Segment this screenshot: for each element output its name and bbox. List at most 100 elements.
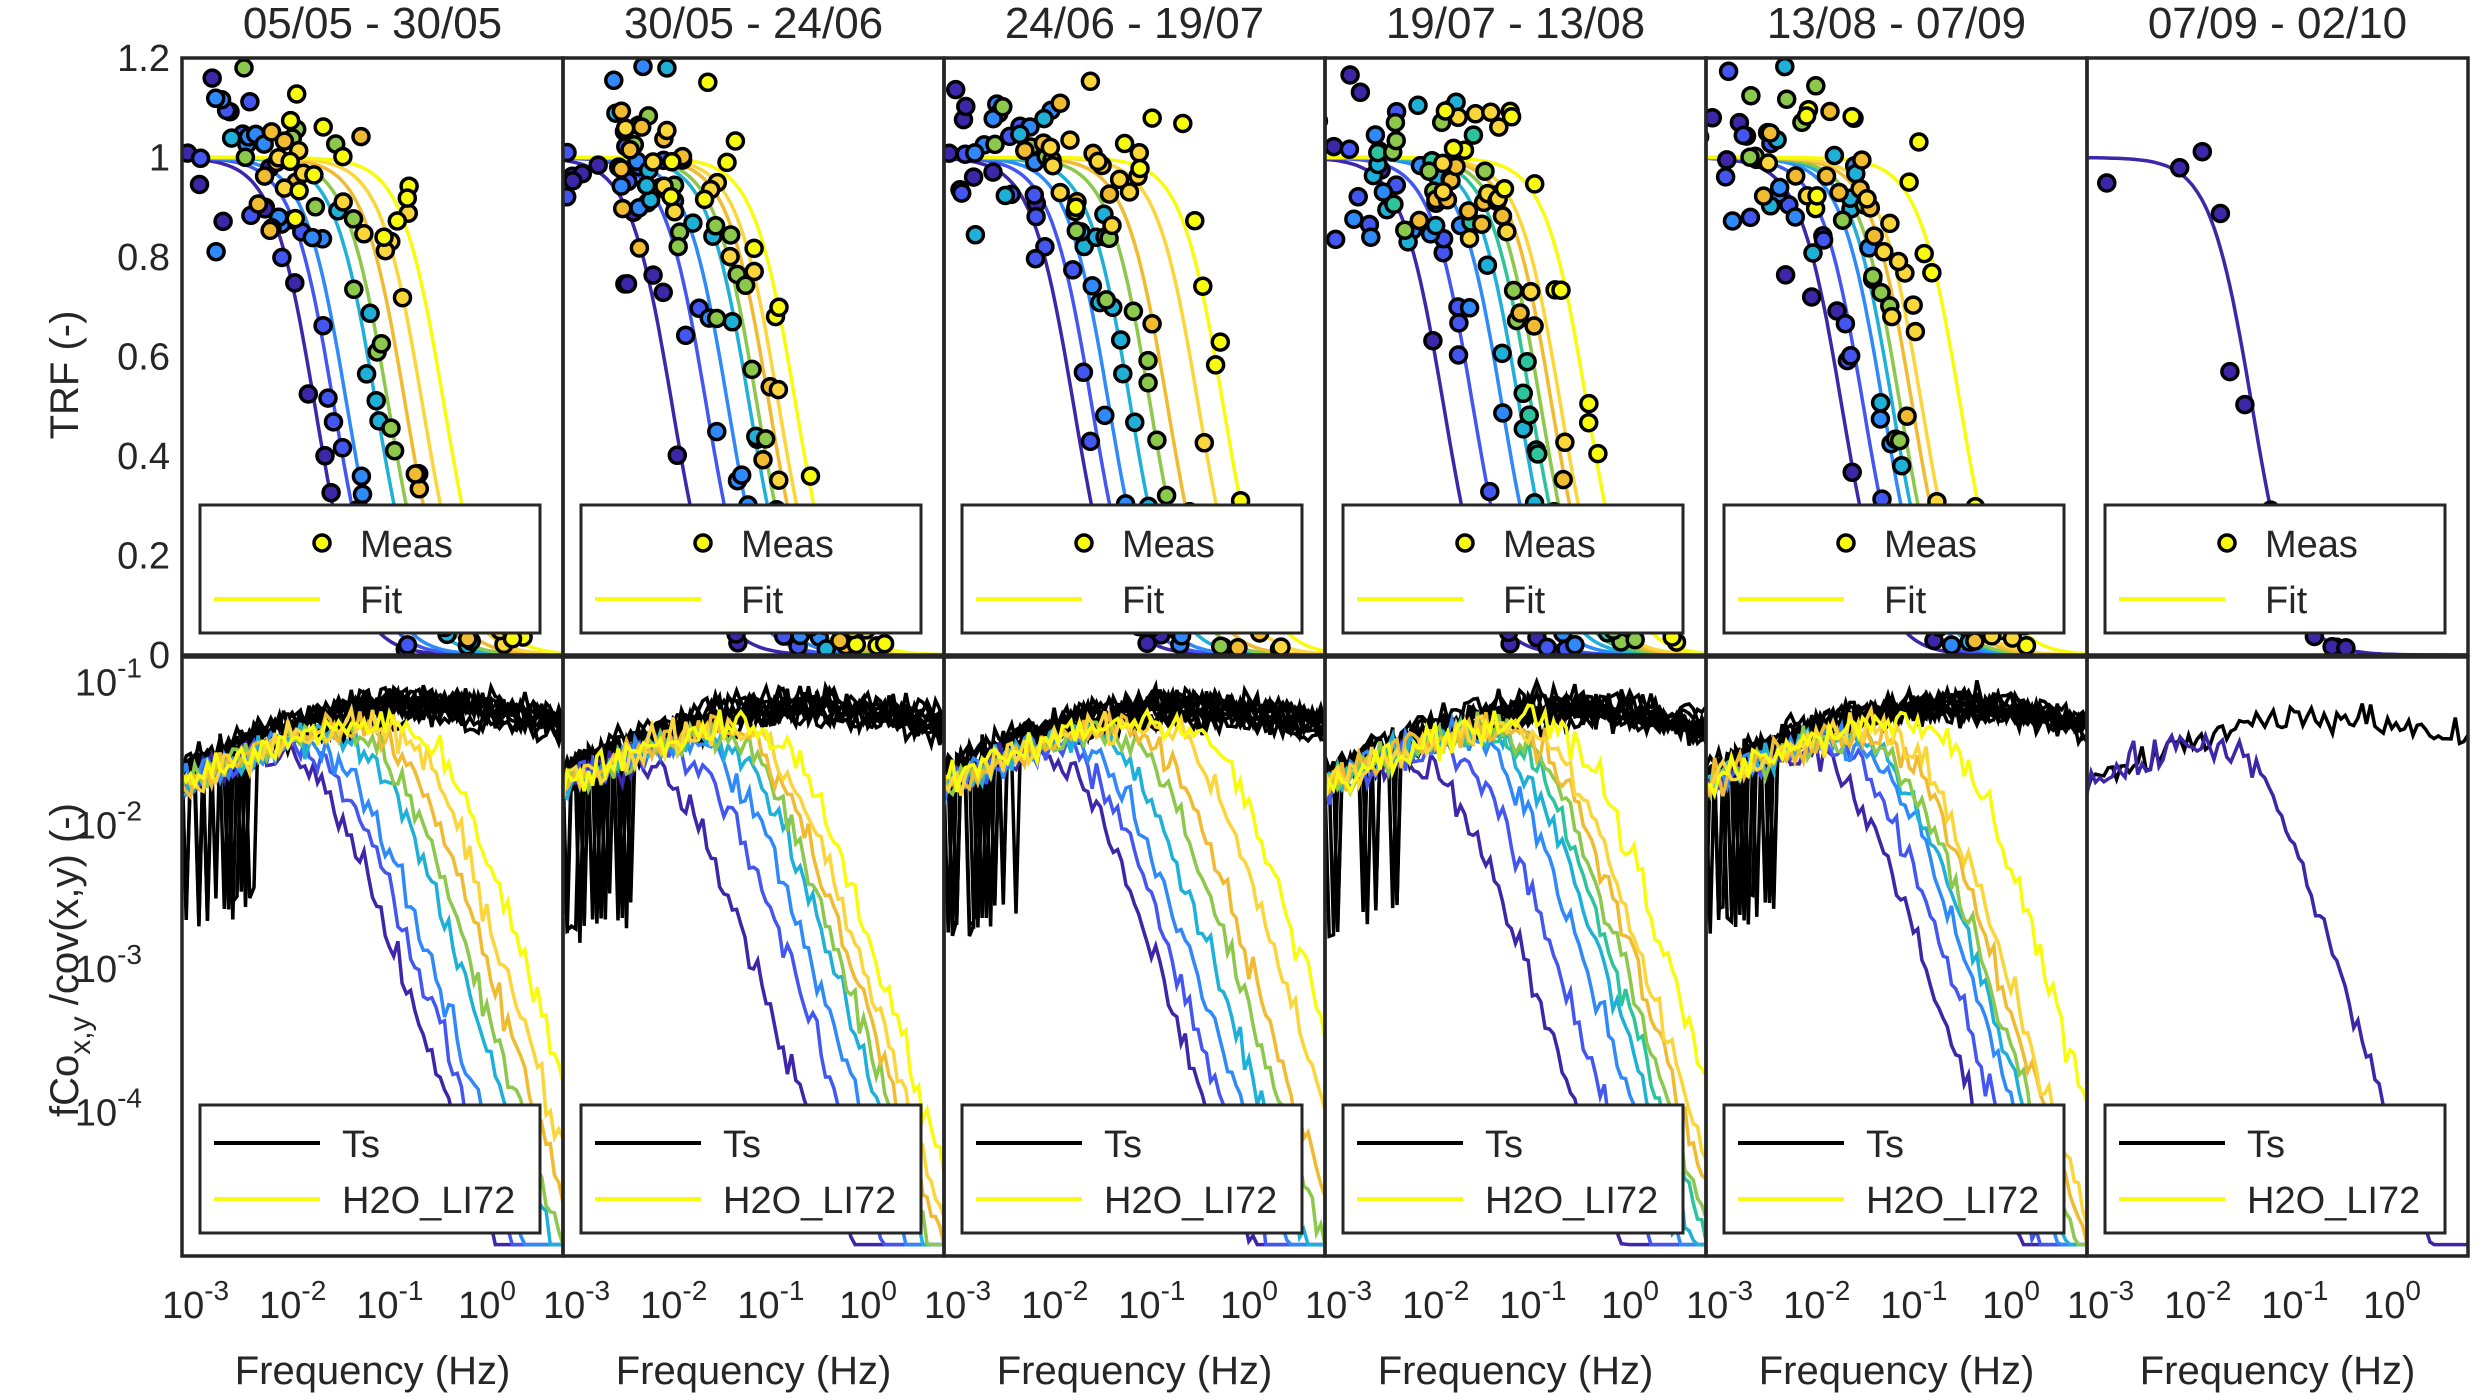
meas-point: [985, 134, 1005, 155]
meas-point: [769, 470, 789, 490]
cospectra-panel-4: Ts H2O_LI72: [1323, 655, 1708, 1258]
ylabel-trf: TRF (-): [43, 311, 87, 440]
h2o-cospectrum: [1325, 711, 1706, 1219]
meas-point: [1066, 197, 1086, 218]
meas-point: [1775, 58, 1795, 77]
meas-point: [694, 189, 715, 210]
legend-label-fit: Fit: [741, 580, 784, 622]
meas-point: [683, 213, 703, 233]
meas-point: [1350, 82, 1371, 103]
meas-point: [1423, 330, 1443, 351]
meas-point: [2336, 638, 2356, 655]
meas-point: [1494, 179, 1515, 199]
meas-point: [254, 166, 275, 186]
xlabel-frequency: Frequency (Hz): [2140, 1349, 2416, 1393]
meas-point: [1905, 321, 1926, 342]
meas-point: [1519, 405, 1539, 425]
meas-point: [1043, 155, 1063, 176]
meas-point: [1874, 242, 1894, 262]
meas-point: [615, 118, 636, 138]
meas-point: [1493, 403, 1513, 423]
cospectra-panel-5: Ts H2O_LI72: [1704, 655, 2089, 1258]
legend-label-meas: Meas: [1122, 524, 1215, 566]
meas-point: [1897, 406, 1917, 426]
meas-point: [1303, 98, 1319, 114]
legend-label-meas: Meas: [1884, 524, 1977, 566]
cospectra-panel-1: Ts H2O_LI72: [180, 655, 565, 1258]
meas-point: [631, 117, 652, 137]
meas-point: [1459, 228, 1480, 249]
xtick: 100: [1601, 1275, 1659, 1327]
meas-point: [286, 84, 307, 104]
meas-point: [1138, 373, 1158, 393]
meas-point: [2192, 141, 2213, 162]
meas-point: [332, 438, 353, 458]
meas-point: [744, 261, 764, 282]
xtick: 10-1: [1499, 1275, 1566, 1327]
legend-marker: [312, 533, 332, 553]
meas-point: [248, 194, 269, 214]
meas-point: [1114, 133, 1135, 154]
meas-point: [356, 364, 377, 384]
trf-ytick: 0.4: [117, 436, 170, 478]
meas-point: [675, 325, 696, 346]
cospectra-legend: Ts H2O_LI72: [960, 1103, 1304, 1235]
meas-point: [351, 126, 371, 147]
meas-point: [945, 79, 966, 100]
legend-label-h2o: H2O_LI72: [1104, 1180, 1277, 1222]
trf-ytick: 0.8: [117, 237, 170, 279]
xtick: 100: [2363, 1275, 2421, 1327]
ylabel-cospectra: fCox,y /cov(x,y) (-): [43, 803, 97, 1117]
cospectra-ytick: 10-1: [75, 652, 142, 704]
meas-point: [1524, 174, 1545, 194]
meas-point: [1521, 281, 1541, 302]
meas-point: [1156, 485, 1177, 506]
cospectra-panel-2: Ts H2O_LI72: [561, 655, 946, 1258]
meas-point: [1147, 430, 1167, 450]
meas-point: [1889, 430, 1910, 451]
meas-point: [352, 484, 373, 505]
legend-label-meas: Meas: [741, 524, 834, 566]
xtick: 10-2: [640, 1275, 707, 1327]
legend-label-fit: Fit: [1122, 580, 1165, 622]
legend-label-ts: Ts: [1866, 1124, 1904, 1166]
xtick: 10-2: [1402, 1275, 1469, 1327]
meas-point: [1480, 481, 1500, 502]
meas-point: [588, 155, 608, 175]
legend-label-fit: Fit: [1503, 580, 1546, 622]
panel-title-1: 05/05 - 30/05: [243, 0, 502, 48]
meas-point: [1551, 280, 1571, 300]
meas-point: [1579, 393, 1599, 414]
meas-point: [956, 96, 976, 117]
cospectra-panel-3: Ts H2O_LI72: [942, 655, 1327, 1258]
meas-point: [1185, 210, 1205, 231]
meas-point: [344, 279, 364, 300]
h2o-cospectrum: [182, 706, 563, 1083]
meas-point: [315, 446, 335, 466]
legend-label-fit: Fit: [2265, 580, 2308, 622]
meas-point: [397, 188, 418, 208]
meas-point: [668, 236, 688, 257]
xtick: 10-2: [259, 1275, 326, 1327]
cospectra-axes-frame: [2085, 655, 2470, 1258]
meas-point: [1722, 211, 1743, 231]
meas-point: [381, 418, 401, 438]
xtick: 100: [1982, 1275, 2040, 1327]
meas-point: [1050, 182, 1070, 203]
meas-point: [354, 224, 374, 244]
meas-point: [1835, 313, 1856, 334]
legend-label-h2o: H2O_LI72: [2247, 1180, 2420, 1222]
legend-label-ts: Ts: [1104, 1124, 1142, 1166]
xtick: 10-1: [1118, 1275, 1185, 1327]
meas-point: [1073, 362, 1094, 383]
meas-point: [289, 181, 309, 201]
meas-point: [657, 120, 677, 141]
meas-point: [1680, 86, 1696, 102]
cospectra-legend: Ts H2O_LI72: [1722, 1103, 2066, 1235]
meas-point: [1565, 635, 1585, 655]
xtick: 10-3: [543, 1275, 610, 1327]
meas-point: [1475, 161, 1495, 181]
meas-point: [1034, 108, 1054, 129]
meas-point: [563, 187, 577, 207]
cospectra-legend: Ts H2O_LI72: [579, 1103, 923, 1235]
